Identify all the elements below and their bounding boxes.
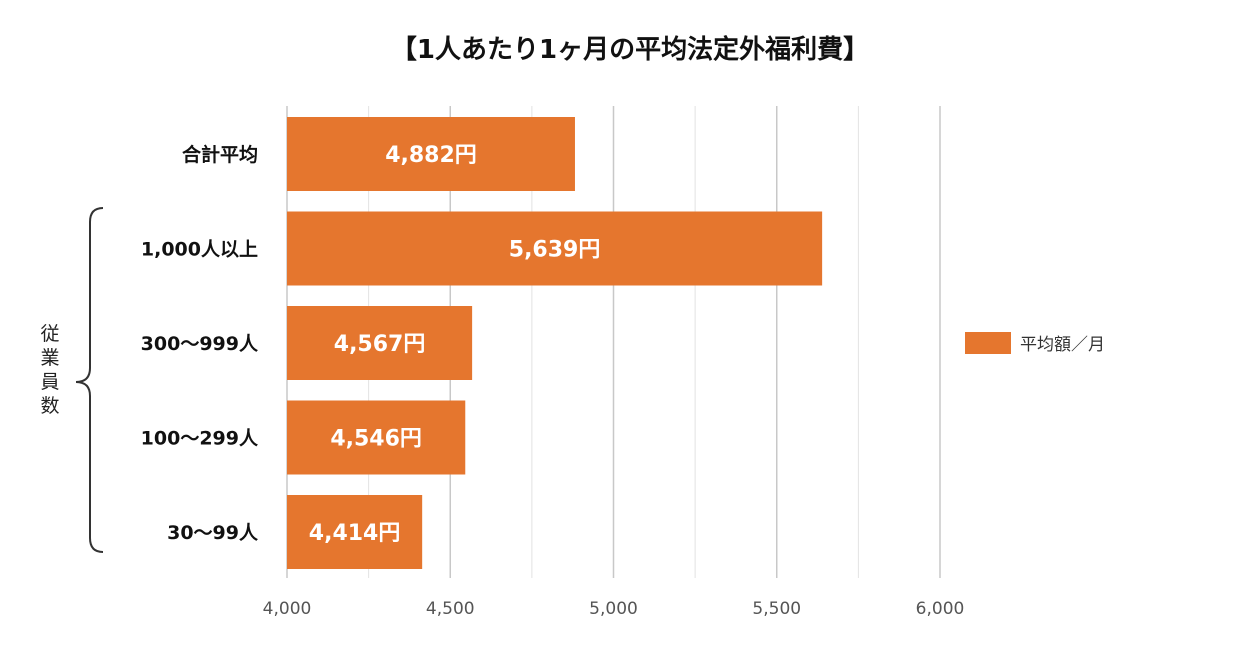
category-label: 300〜999人	[141, 333, 259, 355]
chart-title: 【1人あたり1ヶ月の平均法定外福利費】	[391, 34, 869, 65]
data-label: 4,567円	[334, 332, 426, 357]
x-tick-label: 4,000	[263, 599, 312, 619]
category-label: 100〜299人	[141, 428, 259, 450]
x-tick-label: 5,000	[589, 599, 638, 619]
x-tick-label: 5,500	[752, 599, 801, 619]
x-tick-label: 4,500	[426, 599, 475, 619]
data-label: 4,882円	[385, 143, 477, 168]
group-brace	[75, 207, 104, 553]
group-label: 従業員数	[40, 323, 59, 417]
bars: 4,882円 5,639円 4,567円 4,546円 4,414円	[287, 117, 823, 569]
bar	[287, 117, 575, 191]
legend-swatch	[965, 332, 1011, 354]
legend: 平均額／月	[965, 332, 1105, 355]
bar	[287, 400, 466, 475]
category-label: 合計平均	[182, 143, 258, 166]
category-label: 30〜99人	[167, 522, 259, 544]
data-label: 4,414円	[309, 521, 401, 546]
category-label: 1,000人以上	[141, 239, 258, 261]
legend-label: 平均額／月	[1020, 335, 1105, 355]
category-labels: 合計平均 1,000人以上 300〜999人 100〜299人 30〜99人	[141, 143, 259, 544]
x-axis-ticks: 4,000 4,500 5,000 5,500 6,000	[263, 599, 965, 619]
bar	[287, 211, 823, 286]
data-label: 4,546円	[330, 427, 422, 452]
bar	[287, 495, 423, 569]
x-tick-label: 6,000	[916, 599, 965, 619]
data-label: 5,639円	[509, 238, 601, 263]
bar	[287, 306, 473, 380]
